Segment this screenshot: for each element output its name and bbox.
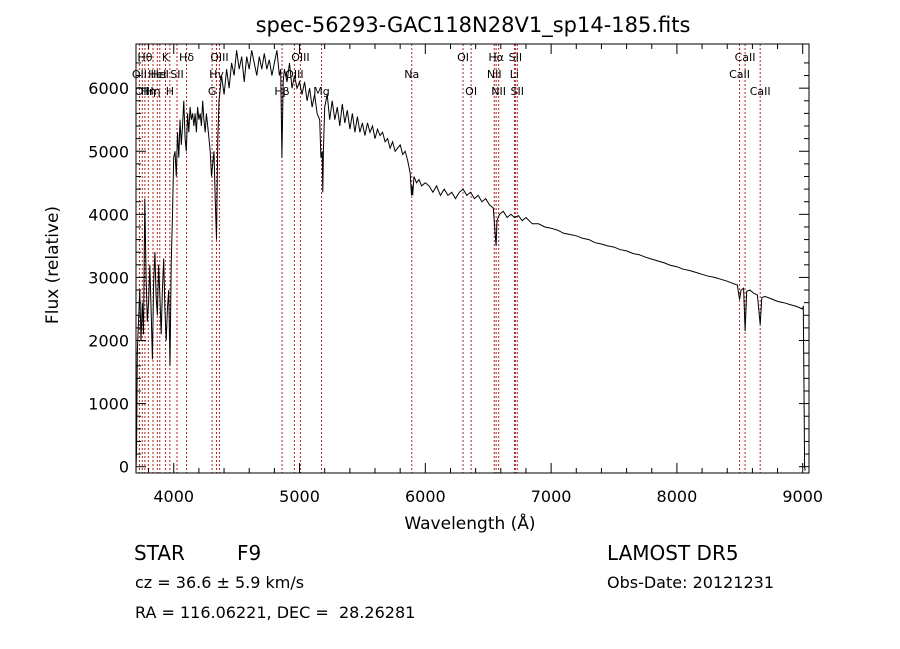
y-tick-label: 0 xyxy=(119,458,129,477)
line-marker-label-28: CaII xyxy=(735,51,756,64)
line-marker-label-10: Hδ xyxy=(179,51,194,64)
line-marker-label-14: Hβ xyxy=(274,85,289,98)
y-tick-label: 6000 xyxy=(88,79,129,98)
y-axis-label: Flux (relative) xyxy=(43,206,63,324)
line-marker-label-29: CaII xyxy=(750,85,771,98)
line-marker-label-24: Li xyxy=(510,68,519,81)
line-marker-label-25: SII xyxy=(509,51,522,64)
x-tick-label: 5000 xyxy=(279,487,320,506)
line-marker-label-20: OI xyxy=(465,85,477,98)
y-tick-label: 4000 xyxy=(88,205,129,224)
line-marker-label-8: H xyxy=(166,85,174,98)
coordinates-text: RA = 116.06221, DEC = 28.26281 xyxy=(135,603,416,622)
x-tick-label: 4000 xyxy=(153,487,194,506)
line-marker-label-18: Na xyxy=(404,68,419,81)
line-marker-label-17: Mg xyxy=(313,85,329,98)
x-tick-label: 9000 xyxy=(782,487,823,506)
object-class: STAR xyxy=(134,541,185,565)
x-axis-ticks: 4000 5000 6000 7000 8000 9000 xyxy=(148,44,823,506)
x-axis-label: Wavelength (Å) xyxy=(404,512,535,534)
redshift-text: cz = 36.6 ± 5.9 km/s xyxy=(135,573,305,592)
line-marker-label-22: Hα xyxy=(488,51,504,64)
line-marker-label-19: OI xyxy=(457,51,469,64)
line-marker-label-27: CaII xyxy=(729,68,750,81)
line-marker-label-12: Hγ xyxy=(209,68,224,81)
obs-date-text: Obs-Date: 20121231 xyxy=(607,573,775,592)
line-marker-label-6: HeI xyxy=(151,68,169,81)
line-marker-label-23: NII xyxy=(491,85,506,98)
y-tick-label: 5000 xyxy=(88,142,129,161)
chart-title: spec-56293-GAC118N28V1_sp14-185.fits xyxy=(256,13,691,38)
line-marker-label-16: OIII xyxy=(291,51,309,64)
line-marker-label-9: SII xyxy=(170,68,183,81)
x-tick-label: 8000 xyxy=(657,487,698,506)
spectrum-line xyxy=(135,50,806,471)
y-tick-label: 2000 xyxy=(88,332,129,351)
line-marker-label-5: HeI xyxy=(148,68,166,81)
plot-frame xyxy=(135,43,810,474)
y-tick-label: 3000 xyxy=(88,268,129,287)
object-subclass: F9 xyxy=(237,541,262,565)
line-marker-label-4: Hη xyxy=(145,85,160,98)
line-marker-labels: OIIOIIHθHηHηHeIHeIKHSIIHδGHγOIIIHβOIIIOI… xyxy=(132,51,771,98)
line-marker-label-2: Hθ xyxy=(137,51,152,64)
line-marker-label-15: OIII xyxy=(285,68,303,81)
line-marker-label-26: SII xyxy=(511,85,524,98)
line-marker-label-13: OIII xyxy=(210,51,228,64)
x-tick-label: 6000 xyxy=(405,487,446,506)
line-marker-label-11: G xyxy=(208,85,217,98)
y-axis-ticks: 0 1000 2000 3000 4000 5000 6000 xyxy=(88,62,809,477)
line-marker-label-0: OII xyxy=(132,68,147,81)
survey-label: LAMOST DR5 xyxy=(607,541,739,565)
line-marker-label-7: K xyxy=(162,51,170,64)
x-tick-label: 7000 xyxy=(531,487,572,506)
line-marker-label-21: NII xyxy=(487,68,502,81)
line-markers xyxy=(138,44,761,473)
y-tick-label: 1000 xyxy=(88,395,129,414)
